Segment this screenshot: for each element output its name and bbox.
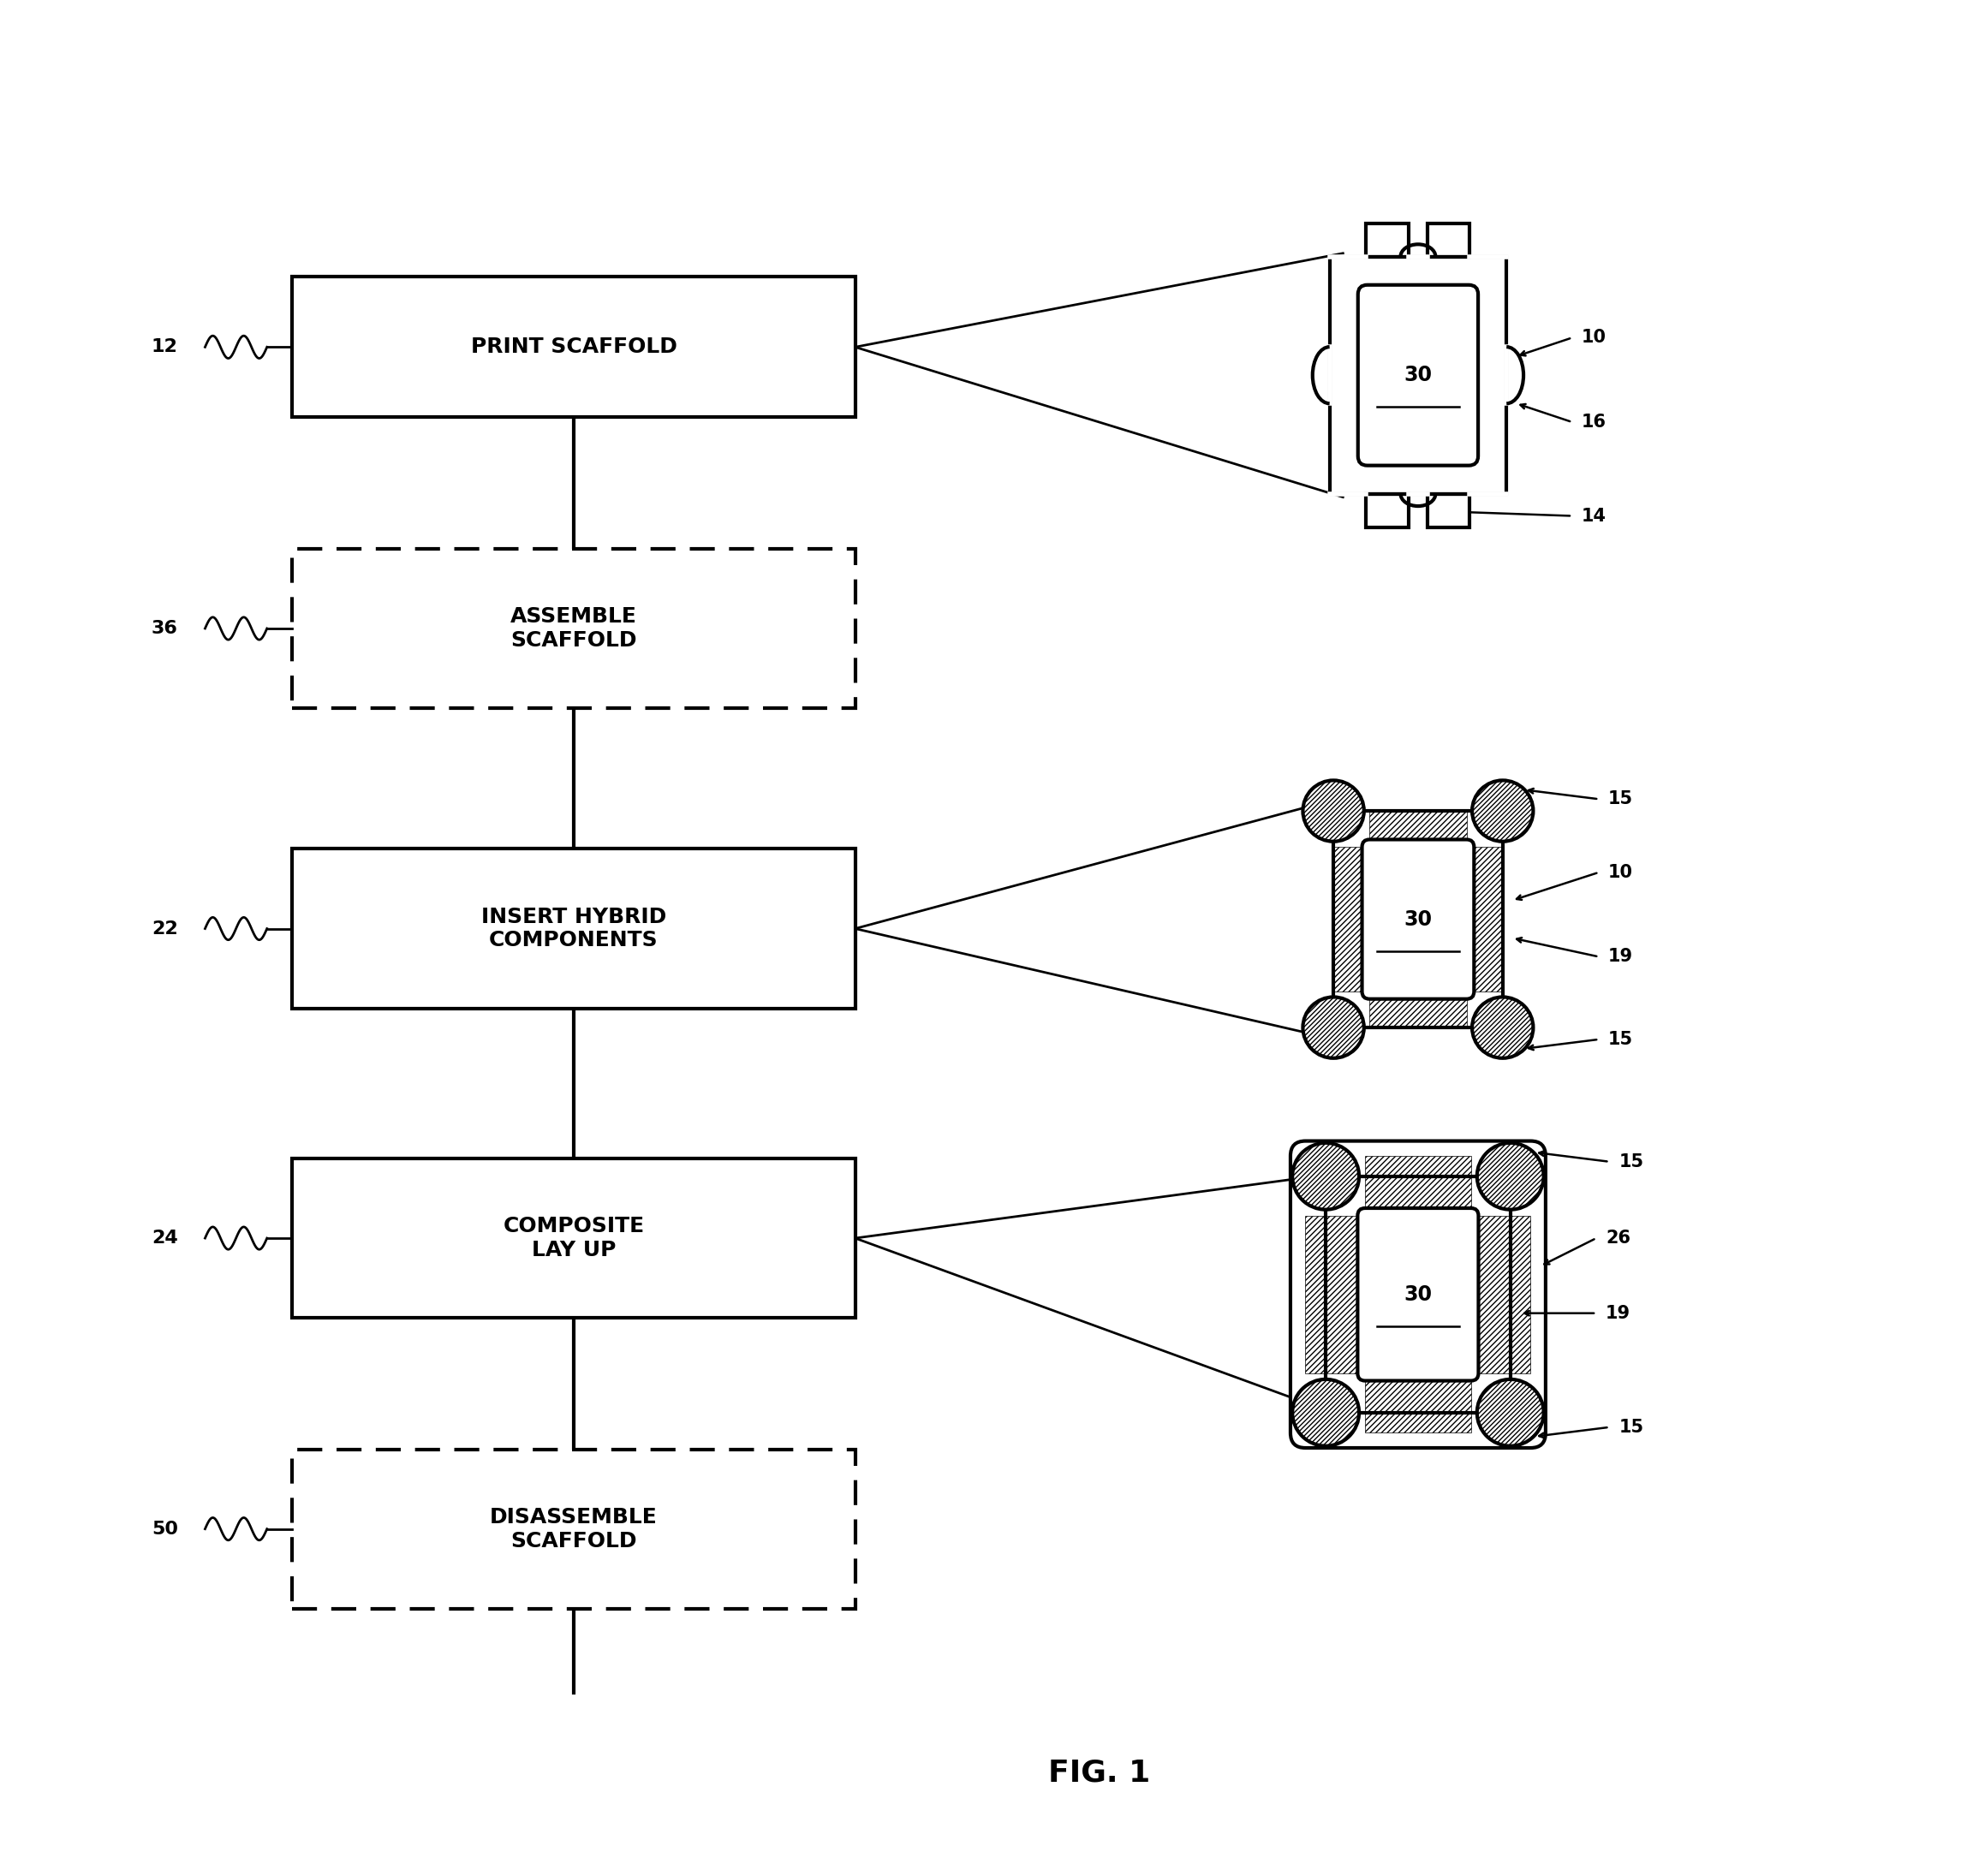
Text: 24: 24 <box>152 1229 178 1248</box>
Bar <box>1326 1176 1511 1413</box>
Text: 15: 15 <box>1618 1154 1644 1171</box>
Text: DISASSEMBLE
SCAFFOLD: DISASSEMBLE SCAFFOLD <box>489 1506 657 1551</box>
Bar <box>1365 223 1409 257</box>
Text: ASSEMBLE
SCAFFOLD: ASSEMBLE SCAFFOLD <box>511 606 637 651</box>
FancyBboxPatch shape <box>292 278 854 418</box>
Text: 26: 26 <box>1606 1229 1630 1248</box>
FancyBboxPatch shape <box>292 1450 854 1610</box>
Bar <box>1334 848 1369 991</box>
Circle shape <box>1292 1379 1359 1446</box>
FancyBboxPatch shape <box>292 848 854 1009</box>
Bar <box>1302 780 1533 1058</box>
Bar <box>1365 1413 1472 1433</box>
Bar <box>1466 848 1503 991</box>
FancyBboxPatch shape <box>1357 1208 1478 1381</box>
Bar <box>1511 1216 1531 1373</box>
Text: 16: 16 <box>1582 413 1606 431</box>
Bar <box>1330 257 1507 493</box>
Text: COMPOSITE
LAY UP: COMPOSITE LAY UP <box>503 1216 645 1261</box>
Bar <box>1365 1176 1472 1216</box>
Bar <box>1334 810 1503 1028</box>
Text: 50: 50 <box>152 1520 178 1538</box>
Bar <box>1306 1216 1326 1373</box>
Text: 10: 10 <box>1582 328 1606 347</box>
Circle shape <box>1478 1142 1543 1210</box>
Bar <box>1330 257 1507 493</box>
Text: FIG. 1: FIG. 1 <box>1048 1758 1150 1788</box>
Circle shape <box>1472 996 1533 1058</box>
Text: 10: 10 <box>1608 863 1634 882</box>
Bar <box>1326 1176 1511 1413</box>
Text: 30: 30 <box>1405 910 1432 929</box>
Bar <box>1365 493 1409 527</box>
Text: 36: 36 <box>152 619 178 638</box>
Bar <box>1428 493 1470 527</box>
Text: 15: 15 <box>1608 790 1634 809</box>
FancyBboxPatch shape <box>1290 1141 1545 1448</box>
Bar <box>1428 493 1470 527</box>
Bar <box>1365 1156 1472 1176</box>
Bar <box>1334 810 1503 1028</box>
Bar <box>1326 1216 1365 1373</box>
Circle shape <box>1302 996 1363 1058</box>
FancyBboxPatch shape <box>1361 840 1474 998</box>
Text: 14: 14 <box>1582 507 1606 525</box>
FancyBboxPatch shape <box>1357 285 1478 465</box>
Text: 22: 22 <box>152 919 178 938</box>
Bar <box>1472 1216 1511 1373</box>
Text: 12: 12 <box>152 338 178 356</box>
Text: 15: 15 <box>1608 1030 1634 1049</box>
Text: PRINT SCAFFOLD: PRINT SCAFFOLD <box>472 338 677 356</box>
Bar <box>1369 991 1466 1028</box>
Circle shape <box>1302 780 1363 842</box>
Bar <box>1365 493 1409 527</box>
Bar <box>1369 810 1466 848</box>
Text: 19: 19 <box>1606 1304 1630 1323</box>
FancyBboxPatch shape <box>292 1157 854 1317</box>
Text: 30: 30 <box>1405 366 1432 385</box>
Circle shape <box>1472 780 1533 842</box>
Bar <box>1365 1373 1472 1413</box>
Circle shape <box>1292 1142 1359 1210</box>
Circle shape <box>1478 1379 1543 1446</box>
Text: 19: 19 <box>1608 947 1634 966</box>
Text: 15: 15 <box>1618 1418 1644 1435</box>
Text: 30: 30 <box>1405 1285 1432 1304</box>
Text: INSERT HYBRID
COMPONENTS: INSERT HYBRID COMPONENTS <box>481 906 667 951</box>
FancyBboxPatch shape <box>292 548 854 707</box>
Bar <box>1365 223 1409 257</box>
Bar <box>1428 223 1470 257</box>
Bar <box>1428 223 1470 257</box>
